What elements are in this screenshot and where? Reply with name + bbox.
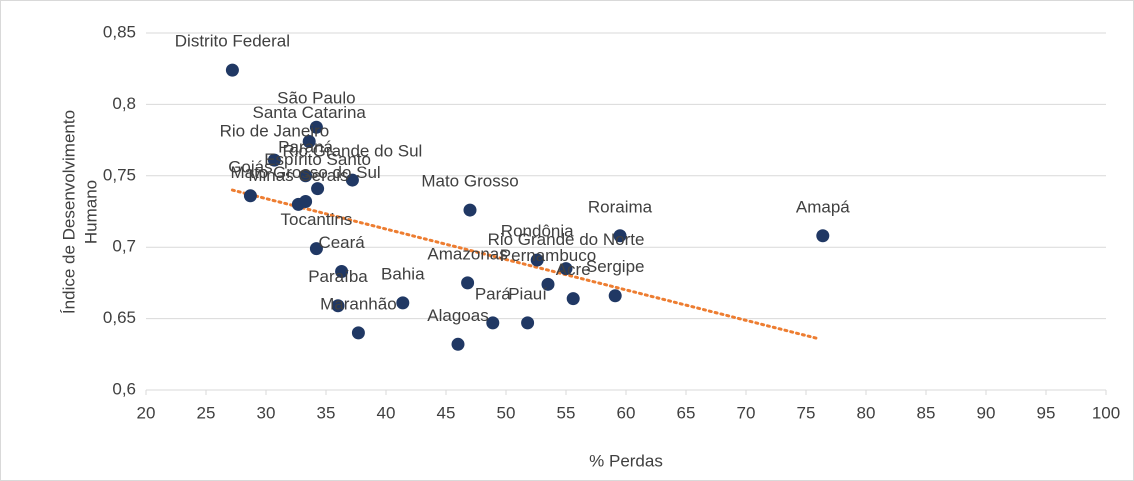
x-tick-label: 80 — [857, 403, 876, 422]
point — [309, 120, 323, 134]
x-tick-label: 25 — [197, 403, 216, 422]
point — [613, 229, 627, 243]
x-tick-label: 70 — [737, 403, 756, 422]
y-axis-title: Humano — [81, 180, 100, 244]
point-label: Minas Gerais — [248, 166, 348, 185]
point — [486, 316, 500, 330]
y-tick-label: 0,6 — [112, 379, 136, 398]
x-tick-label: 90 — [977, 403, 996, 422]
point — [530, 253, 544, 267]
point — [351, 326, 365, 340]
point — [345, 173, 359, 187]
point — [559, 262, 573, 276]
point-label: Alagoas — [427, 306, 488, 325]
point-label: Rondônia — [501, 222, 574, 241]
x-tick-label: 95 — [1037, 403, 1056, 422]
point — [608, 289, 622, 303]
x-axis-title: % Perdas — [589, 451, 663, 470]
x-tick-label: 75 — [797, 403, 816, 422]
y-tick-label: 0,8 — [112, 94, 136, 113]
x-tick-label: 30 — [257, 403, 276, 422]
point — [302, 135, 316, 149]
point — [461, 276, 475, 290]
point-label: Distrito Federal — [175, 32, 290, 51]
y-tick-label: 0,65 — [103, 308, 136, 327]
x-tick-label: 50 — [497, 403, 516, 422]
point — [299, 169, 313, 183]
trendline — [230, 188, 820, 341]
point-label: Espírito Santo — [264, 150, 371, 169]
point-label: Goiás — [228, 157, 272, 176]
point-label: Bahia — [381, 264, 425, 283]
x-tick-label: 20 — [137, 403, 156, 422]
point — [267, 153, 281, 167]
point-label: Mato Grosso do Sul — [230, 163, 380, 182]
point-label: Mato Grosso — [421, 172, 518, 191]
point — [243, 189, 257, 203]
point — [396, 296, 410, 310]
x-tick-label: 40 — [377, 403, 396, 422]
point-label: Pará — [475, 284, 511, 303]
point — [451, 337, 465, 351]
point — [541, 277, 555, 291]
point-label: Paraíba — [308, 267, 368, 286]
x-tick-label: 65 — [677, 403, 696, 422]
point — [566, 292, 580, 306]
point-label: Sergipe — [586, 257, 645, 276]
point — [309, 242, 323, 256]
point — [291, 197, 305, 211]
point-label: Pernambuco — [500, 246, 596, 265]
point — [331, 299, 345, 313]
point-label: São Paulo — [277, 89, 355, 108]
point — [463, 203, 477, 217]
point-label: Piauí — [508, 284, 547, 303]
point — [335, 264, 349, 278]
y-tick-label: 0,85 — [103, 22, 136, 41]
point-label: Maranhão — [320, 294, 397, 313]
point-label: Ceará — [318, 233, 365, 252]
point-label: Amazonas — [427, 244, 507, 263]
point-label: Tocantins — [280, 210, 352, 229]
x-tick-label: 45 — [437, 403, 456, 422]
y-tick-label: 0,75 — [103, 165, 136, 184]
y-axis-title: Índice de Desenvolvimento — [59, 110, 78, 314]
point — [816, 229, 830, 243]
point — [521, 316, 535, 330]
point-label: Acre — [556, 260, 591, 279]
x-tick-label: 85 — [917, 403, 936, 422]
x-tick-label: 60 — [617, 403, 636, 422]
y-tick-label: 0,7 — [112, 237, 136, 256]
point-label: Roraima — [588, 197, 653, 216]
x-tick-label: 100 — [1092, 403, 1120, 422]
point-label: Rio de Janeiro — [220, 122, 330, 141]
point-label: Rio Grande do Norte — [488, 230, 645, 249]
point — [225, 63, 239, 77]
point-label: Amapá — [796, 197, 850, 216]
point-label: Rio Grande do Sul — [282, 142, 422, 161]
point-label: Santa Catarina — [252, 103, 366, 122]
x-tick-label: 55 — [557, 403, 576, 422]
x-tick-label: 35 — [317, 403, 336, 422]
point-label: Paraná — [278, 137, 333, 156]
point — [311, 182, 325, 196]
